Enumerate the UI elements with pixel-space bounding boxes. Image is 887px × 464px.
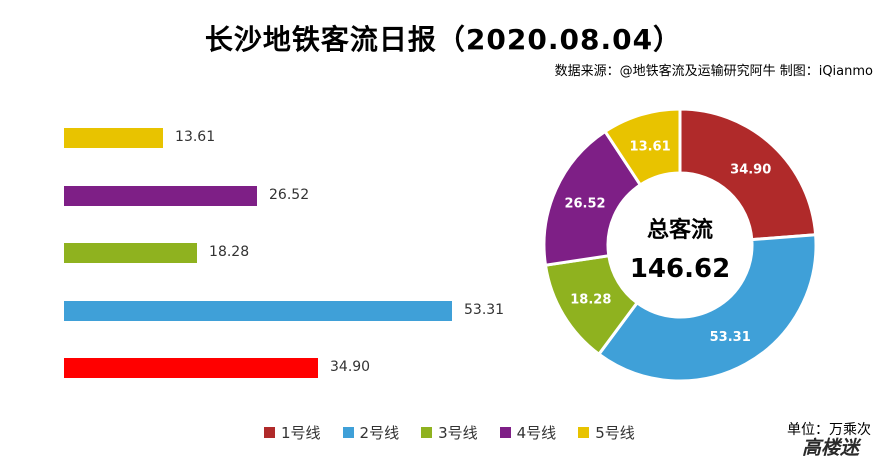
bar-value-label: 34.90 <box>330 359 371 375</box>
legend-swatch <box>264 427 275 438</box>
legend-label: 3号线 <box>438 424 478 442</box>
bar-4号线 <box>64 186 258 206</box>
legend-swatch <box>342 427 354 438</box>
donut-slice-value-label: 26.52 <box>564 197 605 212</box>
legend-item-line2: 2号线 <box>342 422 400 443</box>
donut-slice-5号线 <box>603 107 682 187</box>
donut-slice-1号线 <box>678 107 818 242</box>
data-source-note: 数据来源：@地铁客流及运输研究阿牛 制图：iQianmo <box>554 64 873 79</box>
donut-slice-value-label: 18.28 <box>570 293 611 308</box>
legend-swatch <box>499 427 511 438</box>
donut-slice-value-label: 34.90 <box>730 163 771 178</box>
legend-swatch <box>421 427 433 438</box>
legend-label: 4号线 <box>516 424 557 442</box>
bar-2号线 <box>64 301 452 321</box>
donut-slice-value-label: 53.31 <box>710 330 751 345</box>
bar-5号线 <box>64 128 164 148</box>
legend-item-line1: 1号线 <box>264 422 321 443</box>
donut-slice-2号线 <box>596 233 818 383</box>
bar-3号线 <box>64 243 198 263</box>
chart-title: 长沙地铁客流日报（2020.08.04） <box>204 23 683 56</box>
legend-label: 5号线 <box>595 424 635 442</box>
bar-value-label: 18.28 <box>209 244 250 260</box>
bar-value-label: 53.31 <box>464 302 505 318</box>
bar-value-label: 26.52 <box>269 187 310 203</box>
legend-label: 2号线 <box>359 424 400 442</box>
donut-center-value: 146.62 <box>630 254 730 284</box>
legend-item-line5: 5号线 <box>578 422 635 443</box>
watermark-logo: 高楼迷 <box>801 437 859 459</box>
legend-swatch <box>578 427 590 438</box>
bar-1号线 <box>64 358 318 378</box>
legend-item-line3: 3号线 <box>421 422 478 443</box>
legend-label: 1号线 <box>281 424 321 442</box>
bar-value-label: 13.61 <box>175 129 216 145</box>
donut-slice-value-label: 13.61 <box>630 139 671 154</box>
unit-label: 单位：万乘次 <box>787 422 871 438</box>
legend: 1号线 2号线 3号线 4号线 5号线 <box>264 422 635 443</box>
legend-item-line4: 4号线 <box>499 422 557 443</box>
donut-center-label: 总客流 <box>647 217 713 243</box>
